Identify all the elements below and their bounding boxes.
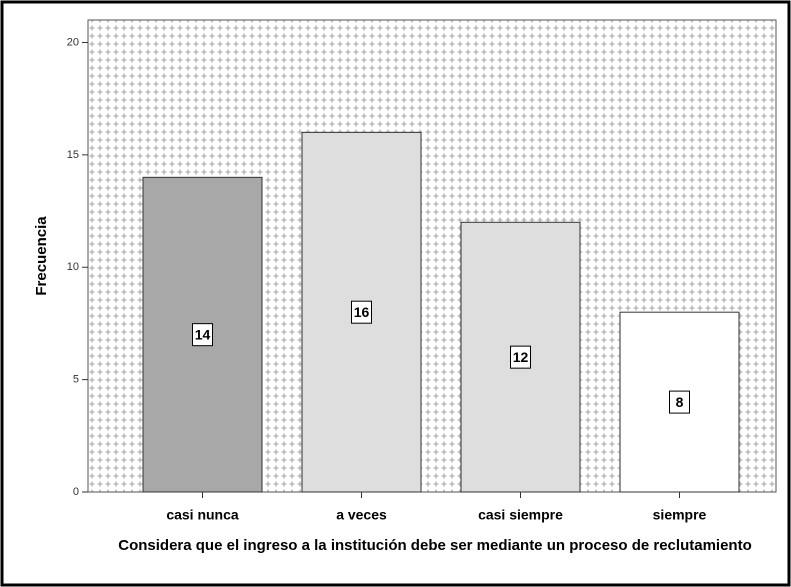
value-label: 14 — [195, 326, 211, 342]
value-label: 12 — [513, 349, 529, 365]
value-label-box — [510, 345, 531, 369]
value-label: 16 — [354, 304, 370, 320]
value-label-box — [669, 390, 690, 414]
x-tick-label: casi siempre — [478, 507, 563, 523]
x-tick-label: siempre — [653, 507, 707, 523]
y-tick-label: 5 — [73, 374, 79, 386]
y-axis-title: Frecuencia — [33, 216, 50, 296]
y-tick-label: 0 — [73, 486, 79, 498]
x-axis-title: Considera que el ingreso a la institució… — [118, 537, 752, 554]
x-tick-label: a veces — [336, 507, 387, 523]
x-tick-label: casi nunca — [166, 507, 239, 523]
y-tick-label: 20 — [67, 36, 79, 48]
y-tick-label: 10 — [67, 261, 79, 273]
value-label-box — [351, 300, 372, 324]
value-label-box — [192, 323, 213, 347]
value-label: 8 — [676, 394, 684, 410]
y-tick-label: 15 — [67, 149, 79, 161]
